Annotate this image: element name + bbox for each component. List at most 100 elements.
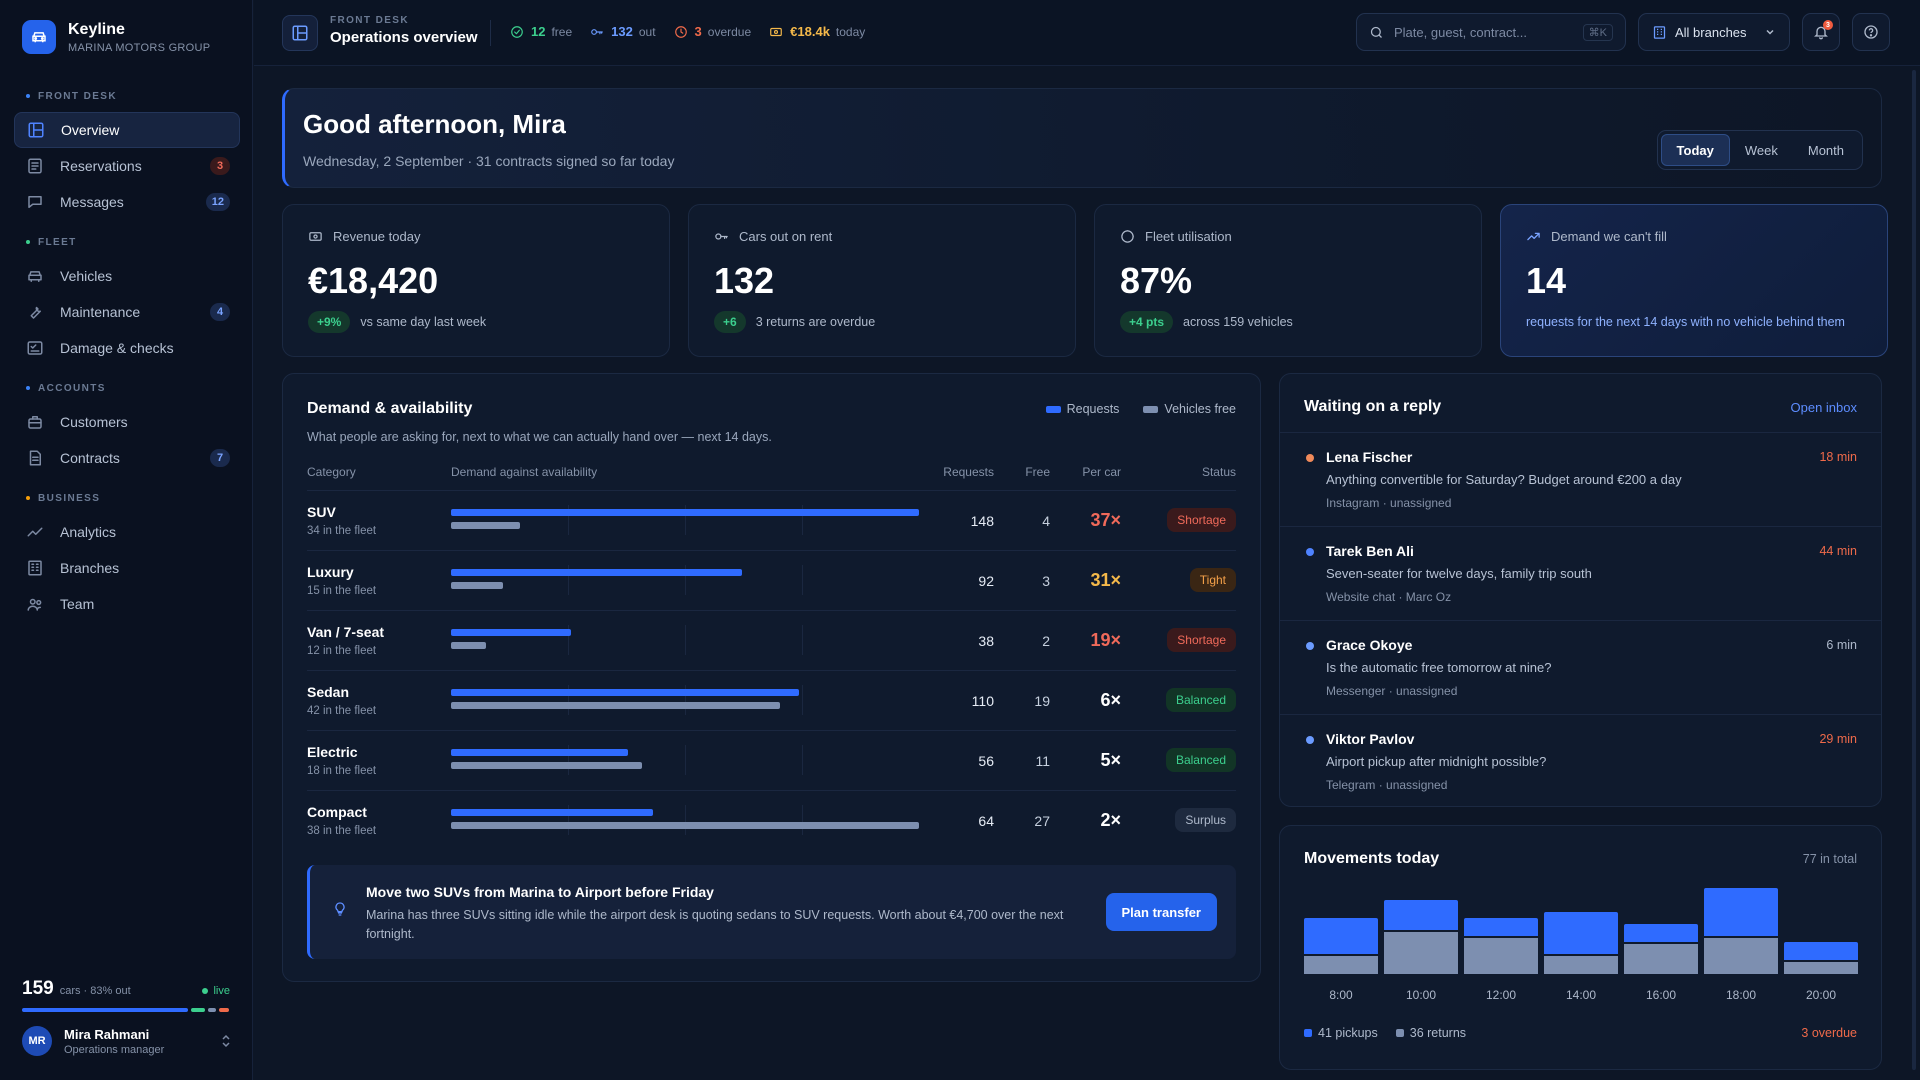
range-today[interactable]: Today [1660,134,1730,166]
sidebar-item-analytics[interactable]: Analytics [14,514,240,550]
tip-body: Marina has three SUVs sitting idle while… [366,908,1064,941]
user-menu[interactable]: MR Mira Rahmani Operations manager [22,1026,232,1056]
message-time: 44 min [1819,544,1857,558]
help-button[interactable] [1852,13,1890,51]
kpi-delta: +9% [308,311,351,333]
table-row[interactable]: SUV 34 in the fleet 148 4 37× Shortage [307,490,1236,550]
pickups-bar [1624,924,1698,942]
branch-select[interactable]: All branches [1638,13,1790,51]
table-row[interactable]: Van / 7-seat 12 in the fleet 38 2 19× Sh… [307,610,1236,670]
legend-returns: 36 returns [1395,1026,1466,1040]
x-tick-label: 10:00 [1405,988,1437,1002]
range-month[interactable]: Month [1807,142,1844,158]
pickups-bar [1304,918,1378,954]
kpi-card[interactable]: Cars out on rent 132 +6 3 returns are ove… [688,204,1076,357]
sidebar-item-label: Analytics [60,524,117,540]
row-category: Compact [307,804,367,820]
range-week[interactable]: Week [1744,142,1778,158]
sidebar-item-branches[interactable]: Branches [14,550,240,586]
fleet-bar-free [191,1008,205,1012]
layout-toggle-button[interactable] [282,15,318,51]
sidebar-item-contracts[interactable]: Contracts 7 [14,440,240,476]
live-indicator: live [202,985,230,997]
section-title: FLEET [38,236,77,248]
sidebar-item-team[interactable]: Team [14,586,240,622]
check-circle-icon [511,25,523,38]
sidebar-item-messages[interactable]: Messages 12 [14,184,240,220]
sidebar-item-label: Contracts [60,450,120,466]
row-fleet: 18 in the fleet [307,765,377,777]
message-sender: Viktor Pavlov [1326,731,1415,747]
message-body: Seven-seater for twelve days, family tri… [1326,566,1592,581]
message-sender: Lena Fischer [1326,449,1413,465]
message-source: Telegram · unassigned [1326,778,1448,792]
stat-label: out [638,24,656,39]
page-kicker: FRONT DESK [330,15,409,26]
sidebar-item-label: Messages [60,194,124,210]
wrench-icon [30,306,41,319]
table-row[interactable]: Compact 38 in the fleet 64 27 2× Surplus [307,790,1236,850]
search-input[interactable]: Plate, guest, contract... ⌘K [1356,13,1626,51]
kpi-card[interactable]: Fleet utilisation 87% +4 pts across 159 v… [1094,204,1482,357]
brand-subtitle: MARINA MOTORS GROUP [68,41,211,54]
legend-swatch-requests [1045,405,1061,413]
sidebar-item-customers[interactable]: Customers [14,404,240,440]
sidebar-item-overview[interactable]: Overview [14,112,240,148]
greeting-title: Good afternoon, Mira [303,109,566,139]
sidebar-item-damage-checks[interactable]: Damage & checks [14,330,240,366]
row-category: Luxury [307,564,354,580]
sidebar-item-maintenance[interactable]: Maintenance 4 [14,294,240,330]
nav-section-label: BUSINESS [26,490,240,506]
open-inbox-link[interactable]: Open inbox [1790,400,1858,415]
overdue-link[interactable]: 3 overdue [1801,1026,1857,1040]
brand[interactable]: Keyline MARINA MOTORS GROUP [22,20,210,54]
returns-bar [1544,956,1618,974]
sidebar-item-vehicles[interactable]: Vehicles [14,258,240,294]
cash-icon [770,27,782,36]
stat-value: 3 [694,24,702,39]
message-item[interactable]: Grace Okoye 6 min Is the automatic free … [1280,620,1881,714]
count-badge: 12 [205,193,230,211]
grid-line [685,625,686,655]
row-per-car: 2× [1100,810,1121,830]
fleet-summary: 159 cars · 83% out live [22,978,230,1012]
returns-bar [1464,938,1538,974]
grid-line [568,505,569,535]
movements-total: 77 in total [1802,852,1857,866]
grid-line [568,565,569,595]
row-free: 19 [1034,693,1050,709]
status-badge: Tight [1189,568,1236,592]
message-item[interactable]: Viktor Pavlov 29 min Airport pickup afte… [1280,714,1881,808]
fleet-bar-service [208,1008,216,1012]
returns-bar [1704,938,1778,974]
user-role: Operations manager [64,1043,165,1056]
movement-bar [1464,918,1538,974]
notifications-button[interactable]: 3 [1802,13,1840,51]
grid-line [802,565,803,595]
kpi-card[interactable]: Revenue today €18,420 +9% vs same day las… [282,204,670,357]
sidebar-item-reservations[interactable]: Reservations 3 [14,148,240,184]
scrollbar[interactable] [1912,70,1916,1070]
x-tick-label: 18:00 [1725,988,1757,1002]
row-category: Sedan [307,684,350,700]
table-row[interactable]: Luxury 15 in the fleet 92 3 31× Tight [307,550,1236,610]
demand-subtitle: What people are asking for, next to what… [307,430,772,444]
kpi-delta: +6 [714,311,746,333]
message-source: Instagram · unassigned [1326,496,1452,510]
table-header: Category Demand against availability Req… [307,465,1236,485]
table-row[interactable]: Sedan 42 in the fleet 110 19 6× Balanced [307,670,1236,730]
message-item[interactable]: Tarek Ben Ali 44 min Seven-seater for tw… [1280,526,1881,620]
row-bars [451,745,919,775]
movement-bar [1544,912,1618,974]
pickups-bar [1384,900,1458,930]
stat-value: 12 [531,24,546,39]
lightbulb-icon [335,902,345,916]
table-row[interactable]: Electric 18 in the fleet 56 11 5× Balanc… [307,730,1236,790]
waiting-title: Waiting on a reply [1304,398,1442,415]
plan-transfer-button[interactable]: Plan transfer [1105,893,1217,931]
stat-label: overdue [707,24,752,39]
kpi-card[interactable]: Demand we can't fill 14 requests for the… [1500,204,1888,357]
greeting-banner: Good afternoon, Mira Wednesday, 2 Septem… [282,88,1882,188]
message-item[interactable]: Lena Fischer 18 min Anything convertible… [1280,432,1881,526]
movements-panel: Movements today 77 in total 8:00 10:00 12:… [1279,825,1882,1070]
